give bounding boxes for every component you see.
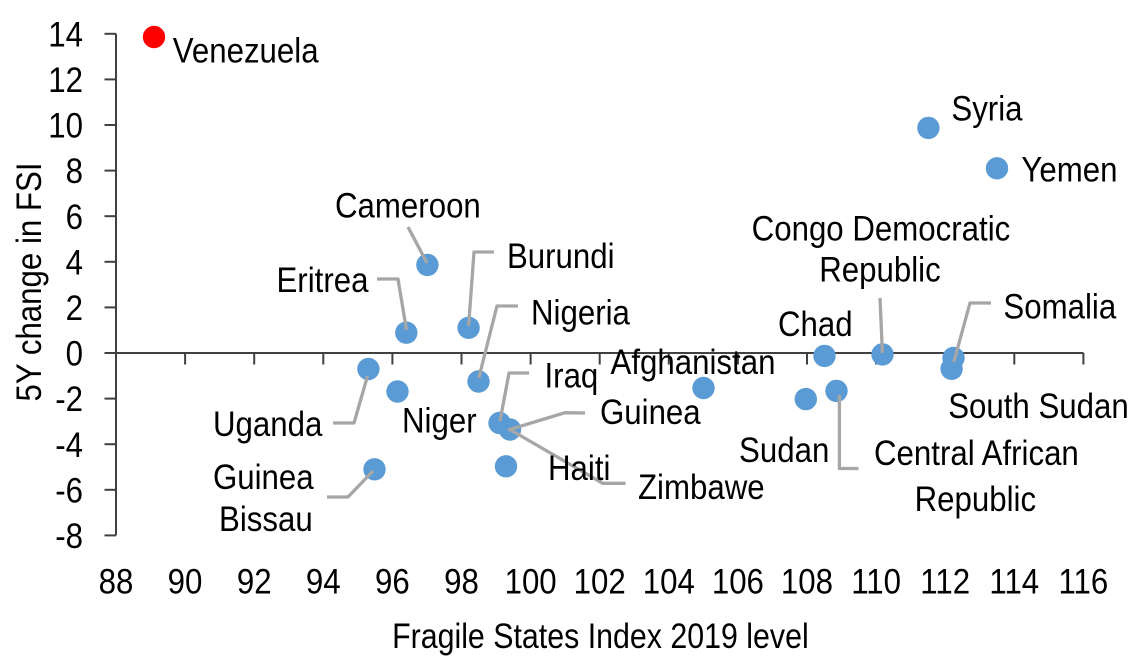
svg-text:104: 104 <box>643 563 695 602</box>
svg-text:88: 88 <box>99 563 134 602</box>
svg-text:0: 0 <box>66 335 83 374</box>
svg-text:90: 90 <box>168 563 203 602</box>
svg-text:Eritrea: Eritrea <box>276 261 368 300</box>
svg-text:Chad: Chad <box>778 305 853 344</box>
svg-text:Zimbawe: Zimbawe <box>638 468 765 507</box>
svg-text:Central African: Central African <box>874 434 1079 473</box>
svg-text:Iraq: Iraq <box>545 357 599 396</box>
svg-text:114: 114 <box>989 563 1039 602</box>
svg-text:98: 98 <box>444 563 479 602</box>
svg-text:Yemen: Yemen <box>1021 151 1117 190</box>
svg-text:6: 6 <box>66 198 83 237</box>
svg-text:Venezuela: Venezuela <box>173 32 319 71</box>
svg-text:Burundi: Burundi <box>507 237 615 276</box>
svg-text:Fragile States Index 2019 leve: Fragile States Index 2019 level <box>392 616 809 656</box>
svg-text:Sudan: Sudan <box>739 431 829 470</box>
svg-text:Guinea: Guinea <box>600 393 701 432</box>
svg-text:4: 4 <box>66 244 83 283</box>
svg-text:110: 110 <box>851 563 901 602</box>
svg-text:Afghanistan: Afghanistan <box>611 343 776 382</box>
svg-text:Uganda: Uganda <box>213 405 323 444</box>
svg-text:Haiti: Haiti <box>548 449 610 488</box>
svg-text:Republic: Republic <box>915 480 1037 519</box>
svg-text:100: 100 <box>505 563 557 602</box>
svg-text:2: 2 <box>66 289 83 328</box>
svg-text:Bissau: Bissau <box>219 500 313 539</box>
svg-text:94: 94 <box>306 563 341 602</box>
svg-text:-8: -8 <box>55 517 83 556</box>
svg-text:Nigeria: Nigeria <box>531 294 630 333</box>
svg-text:14: 14 <box>48 16 83 55</box>
svg-text:5Y change in FSI: 5Y change in FSI <box>10 163 49 402</box>
svg-text:Cameroon: Cameroon <box>335 187 481 226</box>
svg-text:108: 108 <box>781 563 833 602</box>
svg-text:106: 106 <box>712 563 764 602</box>
svg-text:Syria: Syria <box>951 90 1023 129</box>
svg-text:-6: -6 <box>55 472 83 511</box>
svg-text:Niger: Niger <box>402 402 477 441</box>
svg-text:Somalia: Somalia <box>1003 288 1116 327</box>
svg-text:116: 116 <box>1058 563 1108 602</box>
svg-text:112: 112 <box>920 563 970 602</box>
svg-text:96: 96 <box>375 563 410 602</box>
svg-text:-2: -2 <box>55 380 83 419</box>
svg-text:South Sudan: South Sudan <box>948 387 1129 426</box>
svg-text:12: 12 <box>48 61 83 100</box>
svg-text:102: 102 <box>574 563 626 602</box>
svg-text:Congo Democratic: Congo Democratic <box>752 210 1011 249</box>
svg-text:8: 8 <box>66 152 83 191</box>
svg-text:92: 92 <box>237 563 272 602</box>
svg-text:Republic: Republic <box>819 251 941 290</box>
svg-text:-4: -4 <box>55 426 83 465</box>
svg-text:10: 10 <box>48 107 83 146</box>
svg-text:Guinea: Guinea <box>213 458 314 497</box>
